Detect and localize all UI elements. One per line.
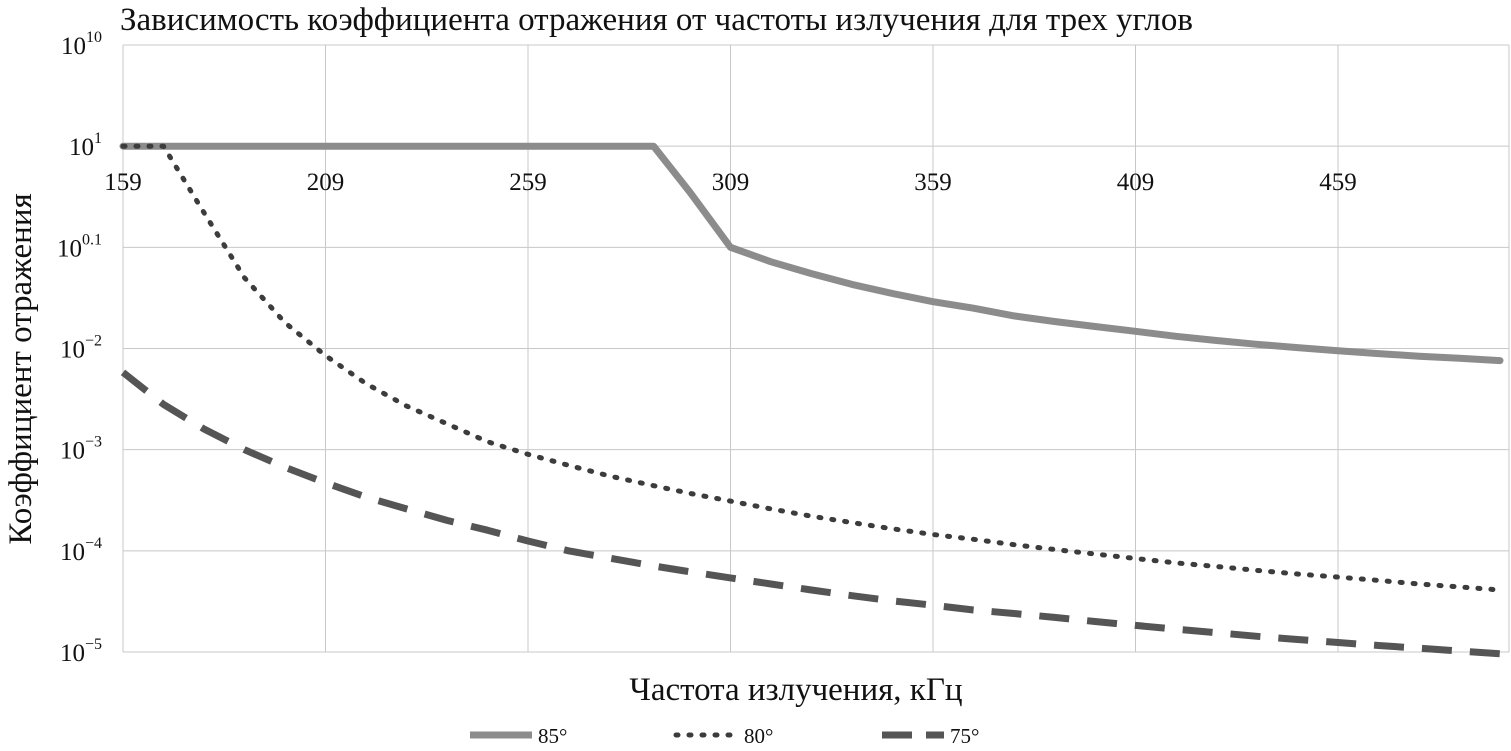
legend-label-1: 85°: [538, 724, 567, 748]
y-tick-label: 10−2: [60, 333, 102, 364]
y-tick-label: 10−5: [60, 636, 102, 667]
series-lines: [119, 142, 1504, 658]
series-line-3: [120, 369, 1501, 658]
y-tick-label: 1010: [61, 29, 102, 60]
chart-title: Зависимость коэффициента отражения от ча…: [120, 2, 1193, 38]
x-tick-label: 359: [914, 169, 952, 196]
y-axis-ticks: 1010 101 100.1 10−2 10−3 10−4 10−5: [57, 29, 102, 667]
legend-label-2: 80°: [744, 724, 773, 748]
y-tick-label: 10−4: [60, 535, 102, 566]
x-tick-label: 409: [1117, 169, 1155, 196]
series-line-1: [119, 142, 1504, 365]
x-tick-label: 459: [1319, 169, 1357, 196]
x-axis-label: Частота излучения, кГц: [629, 672, 962, 708]
legend: 85° 80° 75°: [470, 724, 979, 748]
y-tick-label: 100.1: [57, 231, 102, 262]
y-axis-label: Коэффициент отражения: [3, 193, 39, 544]
x-tick-label: 259: [509, 169, 547, 196]
x-tick-label: 209: [307, 169, 345, 196]
x-tick-label: 309: [712, 169, 750, 196]
x-axis-ticks: 159 209 259 309 359 409 459: [104, 169, 1357, 196]
y-tick-label: 10−3: [60, 434, 102, 465]
x-tick-label: 159: [104, 169, 142, 196]
legend-label-3: 75°: [950, 724, 979, 748]
y-tick-label: 101: [69, 130, 102, 161]
series-line-2: [120, 143, 1503, 593]
